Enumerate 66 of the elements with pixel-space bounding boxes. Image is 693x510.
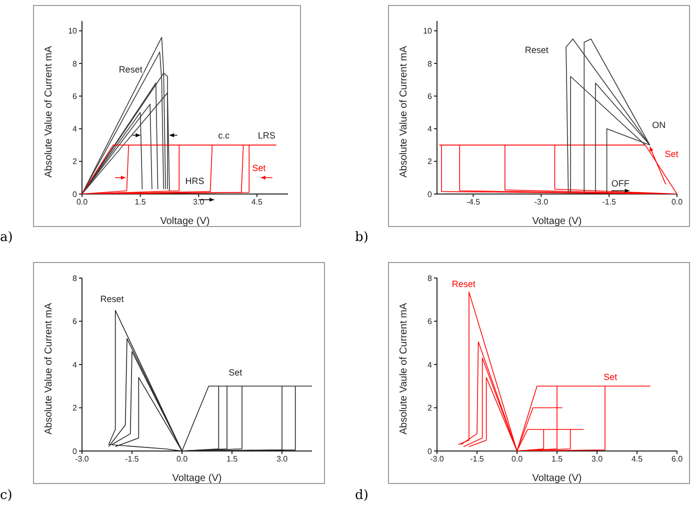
y-tick-label: 0 [72, 446, 78, 456]
x-tick-label: 6.0 [671, 454, 684, 464]
y-axis-title: Absolute Value of Current mA [44, 302, 55, 434]
y-tick-label: 2 [428, 157, 433, 166]
annotation: Set [252, 163, 266, 174]
y-tick-label: 6 [428, 92, 433, 101]
y-tick-label: 6 [72, 92, 78, 101]
x-tick-label: 0.0 [671, 198, 684, 207]
y-tick-label: 10 [423, 26, 433, 36]
y-tick-label: 2 [428, 404, 433, 413]
y-axis-title: Absolute Vaule of Current mA [398, 302, 410, 434]
x-tick-label: 1.5 [551, 454, 564, 464]
x-tick-label: 3.0 [591, 454, 604, 464]
x-axis-title: Voltage (V) [160, 216, 210, 227]
text: a) [0, 230, 13, 245]
y-tick-label: 4 [72, 360, 78, 370]
x-tick-label: -1.5 [125, 454, 140, 464]
y-tick-label: 8 [428, 59, 433, 68]
annotation: Set [228, 368, 243, 378]
x-tick-label: -3.0 [534, 198, 549, 207]
y-tick-label: 0 [428, 190, 433, 199]
x-tick-label: 4.5 [631, 454, 644, 464]
annotation: c.c [218, 130, 230, 140]
annotation: ON [652, 120, 666, 130]
x-tick-label: 0.0 [76, 198, 88, 207]
y-tick-label: 4 [72, 124, 78, 134]
y-tick-label: 0 [428, 446, 433, 456]
annotation: Set [604, 372, 618, 382]
x-tick-label: 1.5 [226, 454, 238, 464]
x-tick-label: -1.5 [470, 454, 484, 464]
y-tick-label: 10 [68, 26, 78, 36]
x-axis-title: Voltage (V) [532, 473, 582, 484]
annotation: Reset [452, 278, 476, 289]
y-tick-label: 8 [72, 59, 78, 68]
annotation: Reset [524, 44, 549, 55]
annotation: OFF [611, 178, 630, 189]
text: b) [355, 230, 368, 245]
annotation: LRS [258, 130, 276, 140]
x-tick-label: -4.5 [466, 198, 481, 207]
x-tick-label: 3.0 [276, 454, 288, 464]
x-tick-label: -3.0 [430, 454, 444, 464]
y-tick-label: 6 [428, 317, 433, 326]
x-tick-label: 1.5 [134, 198, 146, 207]
annotation: Set [664, 149, 679, 160]
y-tick-label: 4 [428, 124, 433, 134]
x-axis-title: Voltage (V) [532, 216, 582, 227]
y-tick-label: 2 [72, 157, 78, 166]
y-tick-label: 8 [428, 274, 433, 283]
annotation: Reset [100, 294, 124, 304]
y-tick-label: 6 [72, 317, 78, 326]
text: c) [0, 488, 12, 503]
y-tick-label: 8 [72, 274, 78, 283]
x-tick-label: -3.0 [75, 454, 90, 464]
x-tick-label: 0.0 [511, 454, 524, 464]
y-axis-title: Absolute Value of Current mA [44, 46, 55, 178]
x-tick-label: 0.0 [176, 454, 188, 464]
x-axis-title: Voltage (V) [172, 473, 222, 484]
y-tick-label: 4 [428, 360, 433, 370]
annotation: Reset [118, 64, 143, 74]
x-tick-label: -1.5 [602, 198, 617, 207]
y-tick-label: 0 [72, 190, 78, 199]
x-tick-label: 4.5 [251, 198, 264, 207]
text: d) [355, 488, 368, 503]
annotation: HRS [185, 176, 204, 186]
y-axis-title: Absolute Value of Current mA [398, 46, 410, 178]
y-tick-label: 2 [72, 404, 78, 413]
